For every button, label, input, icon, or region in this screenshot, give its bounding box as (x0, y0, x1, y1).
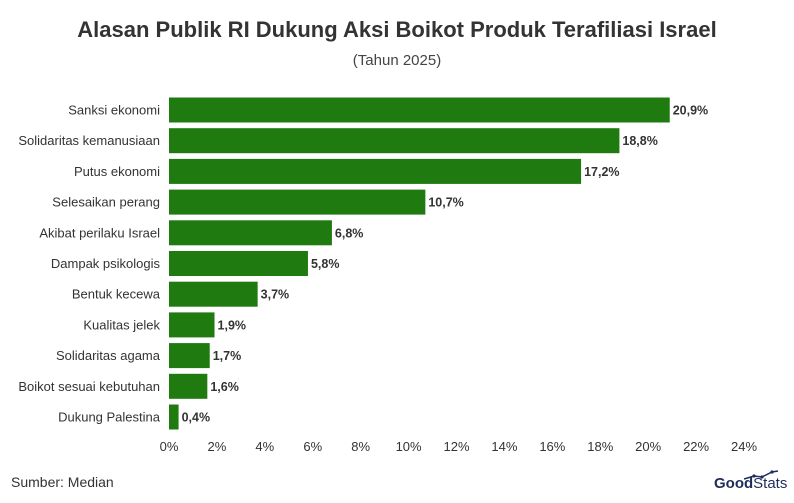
value-label: 10,7% (428, 196, 463, 210)
value-label: 1,7% (213, 349, 242, 363)
category-label: Dampak psikologis (51, 256, 161, 271)
goodstats-logo: GoodStats (714, 470, 788, 496)
bar (169, 158, 582, 184)
value-label: 3,7% (261, 288, 290, 302)
category-label: Putus ekonomi (74, 164, 160, 179)
value-label: 17,2% (584, 165, 619, 179)
value-label: 5,8% (311, 257, 340, 271)
category-label: Boikot sesuai kebutuhan (18, 379, 160, 394)
category-label: Kualitas jelek (83, 317, 160, 332)
logo-text-stats: Stats (753, 475, 788, 492)
trend-line-icon (743, 470, 779, 480)
logo-text-good: Good (714, 475, 754, 492)
bar (169, 312, 215, 338)
bar (169, 220, 332, 246)
bar (169, 404, 179, 430)
bar (169, 373, 208, 399)
bar (169, 343, 210, 369)
bar (169, 97, 670, 123)
source-note: Sumber: Median (11, 474, 114, 490)
category-label: Solidaritas kemanusiaan (18, 133, 160, 148)
x-tick-label: 20% (635, 439, 661, 454)
x-tick-label: 0% (160, 439, 179, 454)
bar (169, 189, 426, 215)
x-tick-label: 18% (587, 439, 613, 454)
chart-subtitle: (Tahun 2025) (352, 52, 442, 69)
category-label: Bentuk kecewa (72, 287, 161, 302)
x-tick-label: 14% (491, 439, 517, 454)
value-label: 18,8% (622, 134, 657, 148)
value-label: 0,4% (182, 411, 211, 425)
category-label: Selesaikan perang (52, 195, 160, 210)
category-label: Akibat perilaku Israel (39, 225, 160, 240)
x-tick-label: 24% (731, 439, 757, 454)
value-label: 20,9% (673, 104, 708, 118)
bar (169, 251, 308, 276)
x-tick-label: 2% (208, 439, 227, 454)
x-tick-label: 4% (255, 439, 274, 454)
value-label: 1,9% (218, 318, 247, 332)
x-tick-label: 8% (351, 439, 370, 454)
category-label: Solidaritas agama (56, 348, 161, 363)
bar (169, 281, 258, 307)
bar (169, 128, 620, 154)
value-label: 1,6% (210, 380, 239, 394)
category-label: Dukung Palestina (58, 410, 161, 425)
chart-title: Alasan Publik RI Dukung Aksi Boikot Prod… (77, 17, 717, 42)
x-tick-label: 22% (683, 439, 709, 454)
category-label: Sanksi ekonomi (68, 103, 160, 118)
x-tick-label: 12% (443, 439, 469, 454)
x-tick-label: 10% (396, 439, 422, 454)
value-label: 6,8% (335, 226, 364, 240)
x-tick-label: 16% (539, 439, 565, 454)
x-tick-label: 6% (303, 439, 322, 454)
